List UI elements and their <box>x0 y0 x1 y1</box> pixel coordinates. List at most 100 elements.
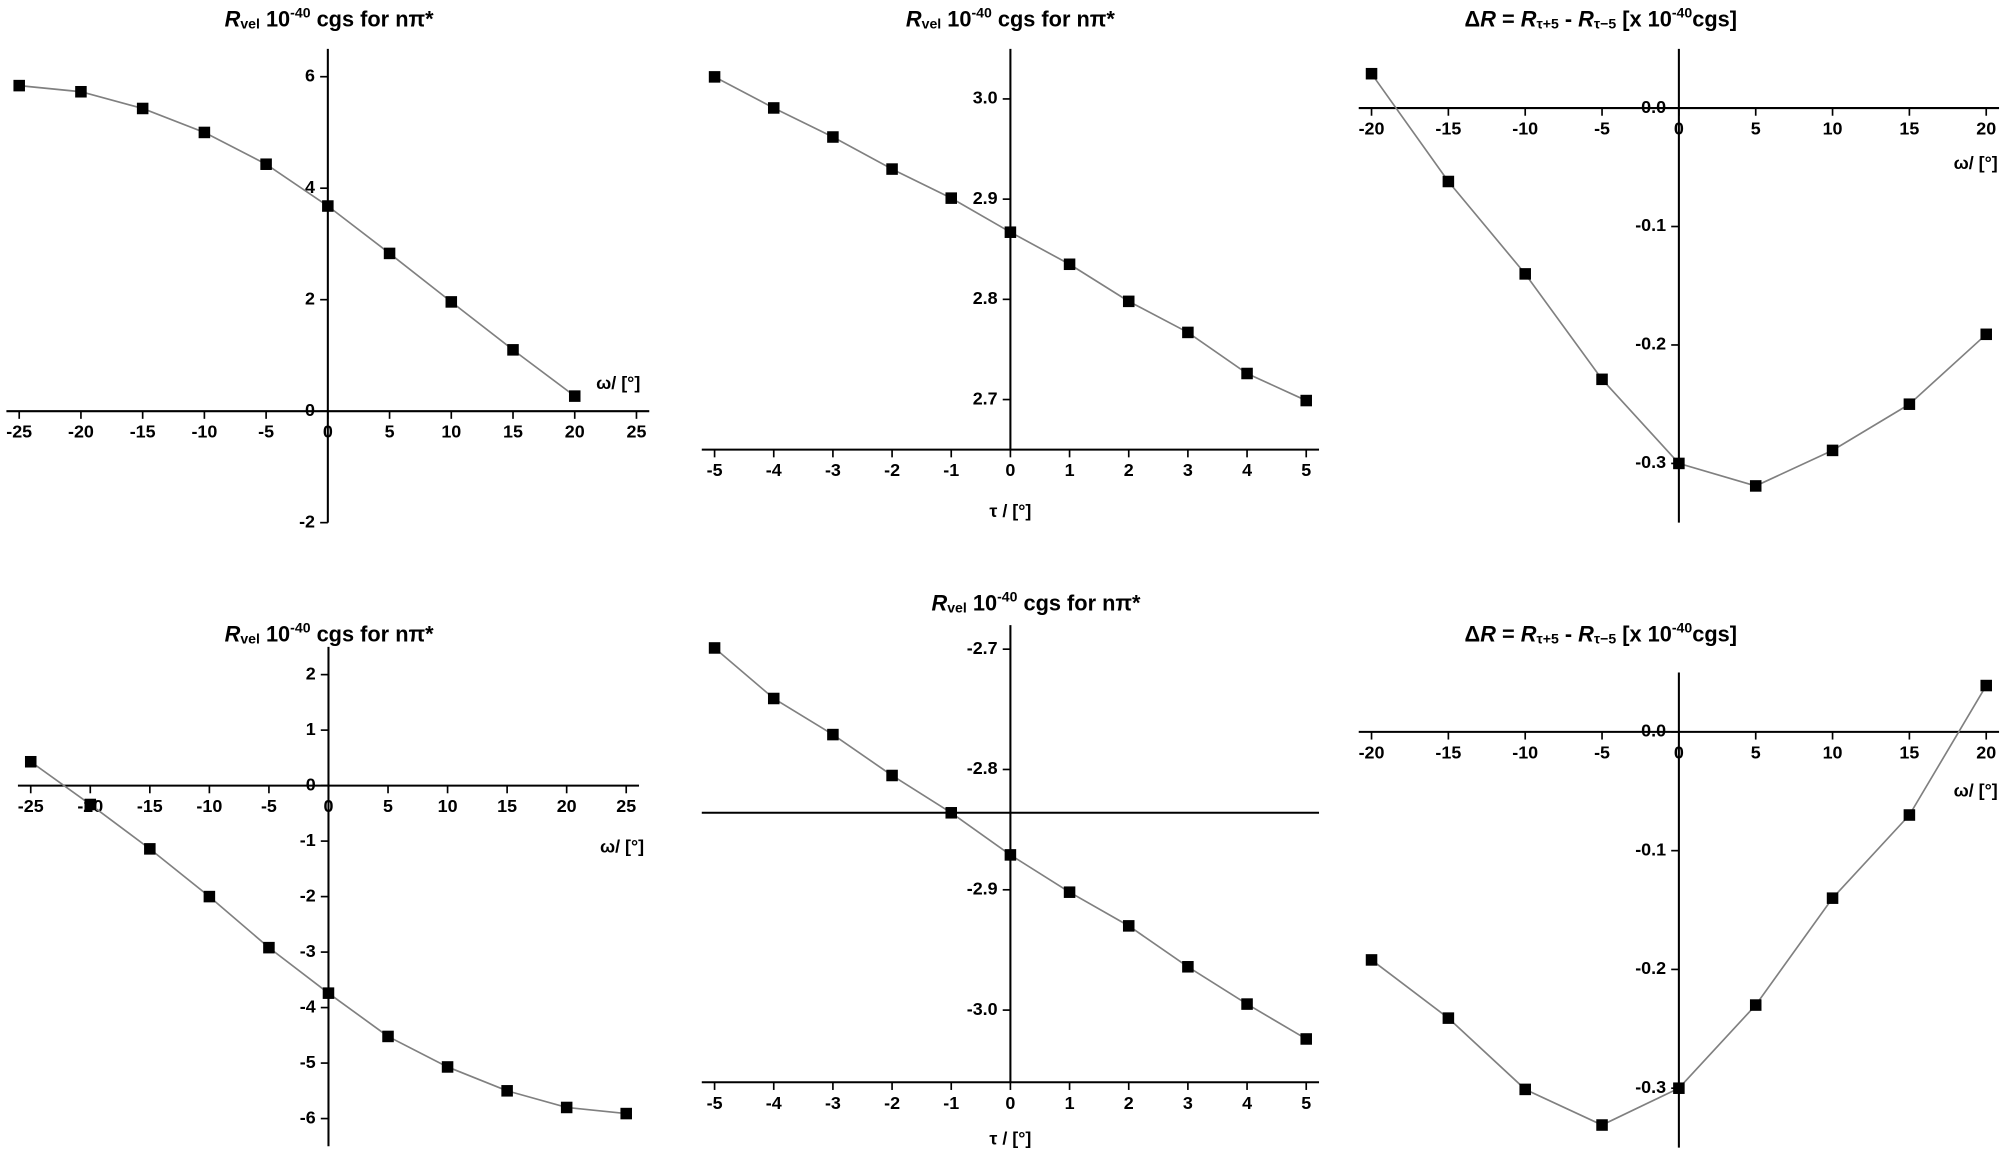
title-part: vel <box>240 16 260 32</box>
data-point <box>827 728 839 741</box>
x-tick-label: 15 <box>497 796 517 816</box>
title-part: -40 <box>290 620 311 636</box>
title-part: vel <box>240 630 260 646</box>
data-point <box>263 941 275 954</box>
title-part: cgs] <box>1692 621 1737 646</box>
data-point <box>568 390 581 402</box>
chart-title: Rvel 10-40 cgs for nπ* <box>225 620 435 646</box>
y-tick-label: 0 <box>305 400 315 420</box>
data-point <box>144 843 156 855</box>
data-point <box>1241 998 1253 1010</box>
x-axis-label: τ / [°] <box>989 501 1031 521</box>
title-part: -40 <box>971 5 992 21</box>
data-line <box>19 84 576 397</box>
data-point <box>507 344 519 356</box>
x-tick-label: -5 <box>707 460 723 480</box>
title-part: R <box>1578 621 1594 646</box>
y-tick-label: -2.8 <box>967 758 998 778</box>
data-point <box>1122 295 1135 308</box>
x-tick-label: -5 <box>707 1093 723 1113</box>
x-tick-label: -3 <box>825 1093 841 1113</box>
x-tick-label: 0 <box>1674 119 1684 139</box>
chart-title: ΔR = Rτ+5 - Rτ−5 [x 10-40cgs] <box>1465 620 1737 646</box>
x-tick-label: 5 <box>1301 460 1311 480</box>
data-point <box>382 1030 394 1043</box>
title-part: cgs for nπ* <box>311 621 435 646</box>
data-point <box>1122 920 1135 932</box>
y-tick-label: -2 <box>299 511 315 531</box>
title-part: cgs for nπ* <box>1017 590 1141 615</box>
x-tick-label: -4 <box>766 1093 782 1113</box>
y-tick-label: 6 <box>305 65 315 85</box>
data-point <box>1980 679 1992 692</box>
data-point <box>1826 892 1839 904</box>
y-tick-label: -2.7 <box>967 638 998 658</box>
x-tick-label: 10 <box>438 796 458 816</box>
x-tick-label: -1 <box>943 1093 959 1113</box>
data-point <box>1442 175 1455 188</box>
x-tick-label: -25 <box>18 796 44 816</box>
x-tick-label: -20 <box>1359 119 1385 139</box>
data-point <box>767 692 780 705</box>
y-tick-label: -0.2 <box>1635 334 1666 354</box>
data-point <box>260 158 272 170</box>
x-axis-label: ω/ [°] <box>596 373 640 393</box>
title-part: cgs] <box>1692 6 1737 31</box>
x-tick-label: -3 <box>825 460 841 480</box>
data-point <box>827 131 839 143</box>
y-tick-label: -2.9 <box>967 879 998 899</box>
data-point <box>1365 67 1378 80</box>
y-tick-label: -0.2 <box>1635 958 1666 978</box>
title-part: 10 <box>260 621 290 646</box>
data-point <box>75 85 87 98</box>
x-tick-label: -2 <box>884 460 900 480</box>
data-point <box>708 642 721 654</box>
data-point <box>886 163 898 175</box>
data-point <box>1749 480 1762 492</box>
title-part: -40 <box>290 5 311 21</box>
data-point <box>1300 394 1312 407</box>
x-tick-label: -15 <box>137 796 163 816</box>
x-tick-label: -15 <box>130 422 156 442</box>
x-tick-label: 0 <box>1005 1093 1015 1113</box>
data-point <box>1004 849 1017 861</box>
chart-title: Rvel 10-40 cgs for nπ* <box>906 5 1116 31</box>
y-tick-label: 2 <box>305 288 315 308</box>
y-tick-label: 4 <box>305 177 315 197</box>
x-tick-label: 20 <box>1976 119 1996 139</box>
x-tick-label: 1 <box>1065 1093 1075 1113</box>
x-tick-label: 0 <box>1674 742 1684 762</box>
title-part: cgs for nπ* <box>311 6 435 31</box>
x-tick-label: 25 <box>627 422 647 442</box>
y-tick-label: 1 <box>306 719 316 739</box>
x-tick-label: 5 <box>1301 1093 1311 1113</box>
data-point <box>708 71 721 83</box>
x-tick-label: 0 <box>323 422 333 442</box>
y-tick-label: -1 <box>300 830 316 850</box>
x-tick-label: 15 <box>1899 742 1919 762</box>
x-tick-label: 5 <box>1751 119 1761 139</box>
y-tick-label: 3.0 <box>973 88 998 108</box>
x-tick-label: 10 <box>441 422 461 442</box>
title-part: 10 <box>941 6 971 31</box>
data-point <box>441 1061 454 1073</box>
x-axis-label: ω/ [°] <box>600 837 644 857</box>
data-point <box>1903 809 1916 821</box>
title-part: vel <box>947 600 967 616</box>
title-part: R <box>1578 6 1594 31</box>
data-point <box>501 1085 513 1097</box>
data-point <box>84 798 97 811</box>
title-part: τ+5 <box>1536 16 1559 32</box>
title-part: R <box>225 621 241 646</box>
data-point <box>13 79 25 92</box>
data-point <box>1596 373 1608 386</box>
title-part: 10 <box>967 590 997 615</box>
y-tick-label: -3 <box>300 941 316 961</box>
data-point <box>136 102 149 115</box>
title-part: -40 <box>1672 5 1693 21</box>
data-point <box>1442 1012 1455 1024</box>
chart-title: ΔR = Rτ+5 - Rτ−5 [x 10-40cgs] <box>1465 5 1737 31</box>
y-tick-label: 0.0 <box>1641 97 1666 117</box>
title-part: -40 <box>1672 620 1693 636</box>
title-part: cgs for nπ* <box>992 6 1116 31</box>
